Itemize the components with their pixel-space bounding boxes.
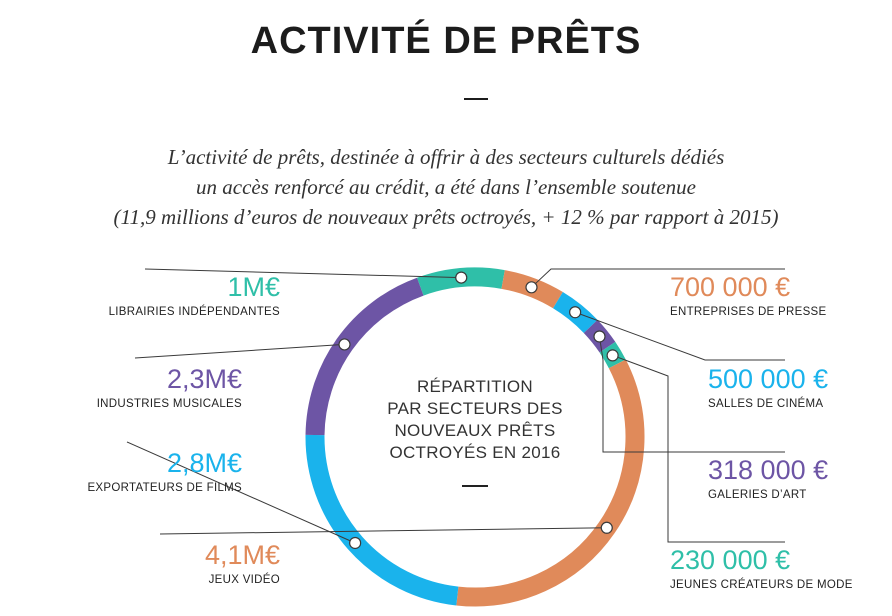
intro-line-2: un accès renforcé au crédit, a été dans … [196,175,696,199]
value-musique: 2,3M€ [166,364,242,394]
marker-dot-galeries [593,330,606,343]
name-musique: INDUSTRIES MUSICALES [96,398,242,410]
center-divider [462,485,488,487]
chart-center-label: RÉPARTITION PAR SECTEURS DES NOUVEAUX PR… [370,376,580,464]
title-divider [464,98,488,100]
label-librairies: 1M€ LIBRAIRIES INDÉPENDANTES [109,272,280,319]
center-label-line-3: NOUVEAUX PRÊTS [394,421,556,440]
leader-line-librairies [144,268,462,279]
marker-dot-mode [606,349,619,362]
label-films: 2,8M€ EXPORTATEURS DE FILMS [87,448,242,495]
marker-dot-jeux [600,521,613,534]
value-cinema: 500 000 € [708,364,829,394]
value-presse: 700 000 € [670,272,791,302]
name-jeux: JEUX VIDÉO [208,574,280,586]
leader-line-mode [612,354,785,543]
marker-dot-librairies [455,271,468,284]
marker-dot-cinema [569,306,582,319]
label-presse: 700 000 € ENTREPRISES DE PRESSE [670,272,826,319]
leader-line-galeries [598,336,785,453]
label-galeries: 318 000 € GALERIES D’ART [708,455,828,502]
value-films: 2,8M€ [166,448,242,478]
value-galeries: 318 000 € [708,455,829,485]
value-librairies: 1M€ [227,272,280,302]
intro-text: L’activité de prêts, destinée à offrir à… [0,142,892,232]
leader-line-presse [531,268,785,288]
label-jeux: 4,1M€ JEUX VIDÉO [205,540,280,587]
name-cinema: SALLES DE CINÉMA [708,398,824,410]
marker-dot-films [349,536,362,550]
value-mode: 230 000 € [670,545,791,575]
name-galeries: GALERIES D’ART [708,489,807,501]
intro-line-1: L’activité de prêts, destinée à offrir à… [167,145,725,169]
name-films: EXPORTATEURS DE FILMS [87,482,242,494]
page-title: ACTIVITÉ DE PRÊTS [250,20,642,62]
leader-line-musique [134,343,345,359]
marker-dot-musique [338,338,351,351]
marker-dot-presse [525,281,538,294]
center-label-line-1: RÉPARTITION [416,377,534,396]
center-label-line-2: PAR SECTEURS DES [387,399,563,418]
center-label-line-4: OCTROYÉS EN 2016 [389,443,561,462]
name-mode: JEUNES CRÉATEURS DE MODE [670,579,853,591]
leader-line-cinema [574,311,785,361]
label-mode: 230 000 € JEUNES CRÉATEURS DE MODE [670,545,853,592]
leader-line-films [126,441,356,544]
intro-line-3: (11,9 millions d’euros de nouveaux prêts… [113,205,779,229]
name-presse: ENTREPRISES DE PRESSE [670,306,827,318]
label-cinema: 500 000 € SALLES DE CINÉMA [708,364,828,411]
name-librairies: LIBRAIRIES INDÉPENDANTES [108,306,280,318]
value-jeux: 4,1M€ [204,540,280,570]
leader-line-jeux [159,527,607,535]
label-musique: 2,3M€ INDUSTRIES MUSICALES [97,364,242,411]
